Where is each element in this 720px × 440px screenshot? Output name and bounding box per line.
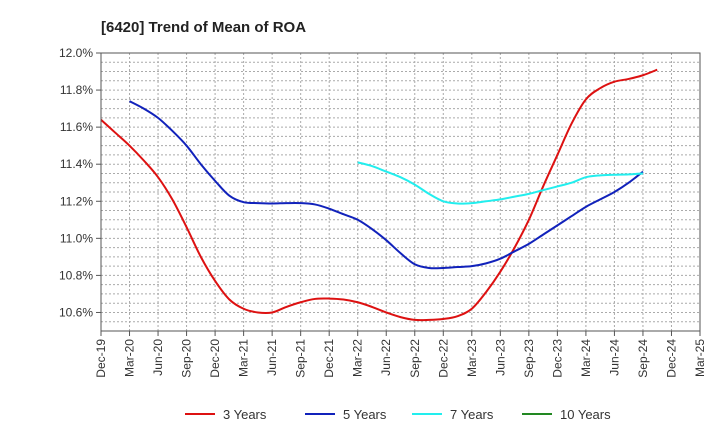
plot-frame <box>100 52 701 332</box>
x-tick-label: Mar-22 <box>351 339 365 377</box>
x-tick-label: Sep-23 <box>522 339 536 378</box>
y-tick-label: 11.6% <box>60 120 93 134</box>
x-tick-label: Mar-20 <box>123 339 137 377</box>
x-tick-label: Jun-20 <box>151 339 165 376</box>
legend-label: 7 Years <box>450 407 494 422</box>
legend: 3 Years 5 Years 7 Years 10 Years <box>185 407 611 422</box>
x-tick-label: Jun-24 <box>607 339 621 376</box>
grid-layer <box>101 53 700 331</box>
legend-label: 5 Years <box>343 407 387 422</box>
y-tick-label: 10.8% <box>59 268 93 282</box>
x-axis: Dec-19 Mar-20 Jun-20 Sep-20 Dec-20 Mar-21 Jun-… <box>94 331 707 378</box>
x-tick-label: Dec-19 <box>94 339 108 378</box>
x-tick-label: Mar-25 <box>693 339 707 377</box>
x-tick-label: Dec-21 <box>322 339 336 378</box>
legend-label: 10 Years <box>560 407 611 422</box>
x-tick-label: Mar-23 <box>465 339 479 377</box>
x-tick-label: Sep-22 <box>408 339 422 378</box>
x-tick-label: Dec-22 <box>436 339 450 378</box>
y-tick-label: 11.0% <box>60 231 93 245</box>
series-line-3-years <box>100 68 658 322</box>
x-tick-label: Mar-21 <box>237 339 251 377</box>
x-tick-label: Mar-24 <box>579 339 593 377</box>
y-tick-label: 11.4% <box>60 157 93 171</box>
y-tick-label: 10.6% <box>59 305 93 319</box>
series-line-7-years <box>357 161 644 205</box>
chart-title: [6420] Trend of Mean of ROA <box>101 19 306 36</box>
series-line-5-years <box>129 100 644 270</box>
y-tick-label: 11.2% <box>60 194 93 208</box>
x-tick-label: Dec-24 <box>664 339 678 378</box>
x-tick-label: Dec-23 <box>550 339 564 378</box>
y-tick-label: 11.8% <box>60 83 93 97</box>
legend-label: 3 Years <box>223 407 267 422</box>
x-tick-label: Jun-22 <box>379 339 393 376</box>
x-tick-label: Sep-21 <box>294 339 308 378</box>
y-tick-label: 12.0% <box>59 46 93 60</box>
x-tick-label: Sep-20 <box>180 339 194 378</box>
x-tick-label: Dec-20 <box>208 339 222 378</box>
series-layer <box>100 68 658 322</box>
x-tick-label: Sep-24 <box>636 339 650 378</box>
x-tick-label: Jun-21 <box>265 339 279 376</box>
x-tick-label: Jun-23 <box>493 339 507 376</box>
y-axis: 10.6% 10.8% 11.0% 11.2% 11.4% 11.6% 11.8% 12.0% <box>59 46 101 319</box>
